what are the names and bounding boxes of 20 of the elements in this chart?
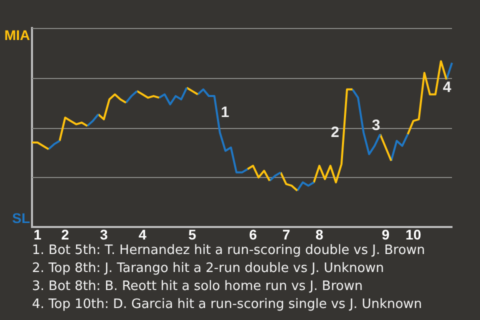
text: 4. Top 10th: D. Garcia hit a run-scoring single vs J. Unknown [32, 296, 424, 314]
annotation: 1 [220, 104, 230, 122]
text: MIA [4, 26, 30, 43]
annotation: 2 [330, 124, 340, 142]
x-tick-label: 2 [61, 226, 70, 242]
x-tick-label: 4 [138, 226, 147, 242]
x-tick-label: 6 [249, 226, 258, 242]
text: 1. Bot 5th: T. Hernandez hit a run-scoring double vs J. Brown [32, 242, 426, 260]
text: SL [12, 210, 30, 226]
x-tick-label: 9 [382, 226, 390, 242]
x-tick-label: 7 [282, 226, 290, 242]
x-tick-label: 1 [34, 226, 42, 242]
annotation: 3 [372, 117, 380, 134]
x-tick-label: 3 [100, 226, 108, 242]
annotation: 4 [442, 79, 452, 96]
x-tick-label: 5 [188, 226, 196, 242]
x-tick-label: 8 [315, 226, 324, 242]
text: 3. Bot 8th: B. Reott hit a solo home run vs J. Brown [32, 278, 364, 296]
x-tick-label: 10 [406, 226, 422, 242]
text: 2. Top 8th: J. Tarango hit a 2-run double vs J. Unknown [32, 260, 386, 278]
